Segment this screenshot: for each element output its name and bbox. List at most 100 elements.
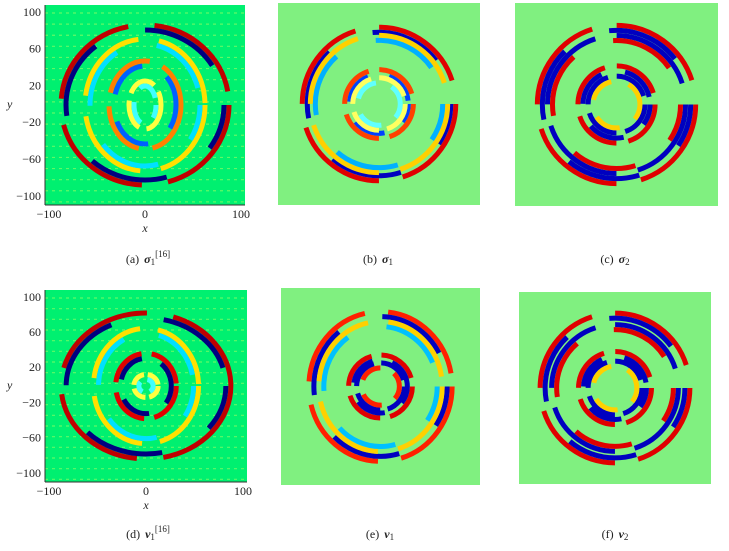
panel-image bbox=[45, 290, 247, 482]
caption-subscript: 1 bbox=[388, 257, 393, 267]
wave-ring bbox=[118, 355, 174, 417]
y-tick-label: −100 bbox=[16, 466, 41, 480]
wave-ring bbox=[304, 29, 454, 179]
wave-ring bbox=[63, 315, 229, 457]
panel-image bbox=[519, 292, 711, 484]
caption-subscript: 2 bbox=[624, 532, 629, 542]
caption-symbol: σ bbox=[382, 252, 389, 266]
caption-symbol: v bbox=[145, 527, 151, 541]
y-axis-label: y bbox=[6, 378, 13, 392]
wave-ring bbox=[549, 37, 684, 172]
y-tick-label: 20 bbox=[29, 360, 41, 374]
caption: (f) v2 bbox=[602, 527, 629, 542]
wave-ring bbox=[354, 360, 407, 413]
caption: (a) σ1[16] bbox=[126, 249, 170, 267]
wave-ring bbox=[111, 63, 179, 147]
panel-background bbox=[45, 290, 247, 482]
wave-ring bbox=[126, 78, 164, 132]
x-tick-label: −100 bbox=[37, 484, 62, 498]
x-tick-label: 100 bbox=[234, 484, 252, 498]
caption-label: (f) bbox=[602, 527, 614, 541]
y-tick-label: 20 bbox=[29, 78, 41, 92]
wave-ring bbox=[346, 352, 415, 421]
caption: (e) v1 bbox=[366, 527, 394, 542]
caption-symbol: σ bbox=[144, 252, 151, 266]
caption-subscript: 1 bbox=[390, 532, 395, 542]
wave-ring bbox=[90, 325, 202, 447]
y-tick-label: −100 bbox=[16, 189, 41, 203]
wave-ring bbox=[576, 349, 654, 427]
wave-ring bbox=[307, 32, 451, 176]
panel-image bbox=[45, 5, 245, 205]
y-tick-label: −60 bbox=[22, 431, 41, 445]
wave-ring bbox=[585, 358, 645, 418]
caption-symbol: σ bbox=[619, 252, 626, 266]
wave-ring bbox=[554, 327, 676, 449]
wave-ring bbox=[580, 68, 653, 141]
panel-image bbox=[278, 3, 480, 205]
x-tick-label: 100 bbox=[232, 207, 250, 221]
wave-ring bbox=[355, 80, 403, 128]
wave-ring bbox=[299, 24, 459, 184]
caption-subscript: 1 bbox=[150, 532, 155, 542]
caption-label: (e) bbox=[366, 527, 379, 541]
wave-ring bbox=[136, 376, 156, 396]
y-tick-label: 100 bbox=[23, 290, 41, 304]
wave-ring bbox=[58, 22, 232, 188]
caption-subscript: 1 bbox=[151, 257, 156, 267]
wave-ring bbox=[542, 315, 688, 461]
wave-ring bbox=[590, 363, 640, 413]
wave-ring bbox=[585, 73, 648, 136]
caption-label: (c) bbox=[600, 252, 613, 266]
x-tick-label: 0 bbox=[142, 207, 148, 221]
caption: (c) σ2 bbox=[600, 252, 629, 267]
y-axis-label: y bbox=[6, 97, 13, 111]
wave-ring bbox=[95, 330, 197, 442]
wave-ring bbox=[63, 27, 227, 183]
wave-ring bbox=[359, 365, 402, 408]
y-tick-label: −60 bbox=[22, 152, 41, 166]
wave-ring bbox=[537, 310, 693, 466]
wave-ring bbox=[581, 354, 649, 422]
wave-ring bbox=[311, 314, 450, 459]
wave-ring bbox=[82, 36, 208, 174]
wave-ring bbox=[131, 83, 159, 127]
wave-ring bbox=[590, 78, 643, 131]
x-tick-label: −100 bbox=[37, 207, 62, 221]
wave-ring bbox=[544, 32, 689, 177]
caption-label: (a) bbox=[126, 252, 139, 266]
x-axis-label: x bbox=[141, 221, 148, 235]
wave-ring bbox=[575, 63, 658, 146]
wave-ring bbox=[306, 309, 455, 464]
caption: (d) v1[16] bbox=[126, 524, 170, 542]
panel-background bbox=[45, 5, 245, 205]
wave-ring bbox=[106, 58, 184, 152]
panel-image bbox=[515, 3, 718, 206]
caption-symbol: v bbox=[619, 527, 625, 541]
wave-ring bbox=[347, 72, 411, 136]
y-tick-label: −20 bbox=[22, 115, 41, 129]
wave-ring bbox=[131, 371, 161, 401]
wave-ring bbox=[312, 37, 446, 171]
wave-ring bbox=[316, 318, 445, 455]
caption-label: (b) bbox=[363, 252, 377, 266]
wave-ring bbox=[342, 67, 416, 141]
caption-symbol: v bbox=[384, 527, 390, 541]
y-tick-label: −20 bbox=[22, 395, 41, 409]
y-tick-label: 60 bbox=[29, 42, 41, 56]
panel-image bbox=[281, 288, 480, 485]
wave-ring bbox=[87, 41, 203, 169]
wave-ring bbox=[534, 22, 699, 187]
wave-ring bbox=[549, 322, 681, 454]
caption: (b) σ1 bbox=[363, 252, 393, 267]
caption-label: (d) bbox=[126, 527, 140, 541]
y-tick-label: 100 bbox=[23, 5, 41, 19]
wave-ring bbox=[58, 310, 234, 462]
x-tick-label: 0 bbox=[143, 484, 149, 498]
caption-citation: [16] bbox=[155, 249, 170, 259]
x-axis-label: x bbox=[142, 498, 149, 512]
caption-citation: [16] bbox=[155, 524, 170, 534]
panel-background bbox=[519, 292, 711, 484]
wave-ring bbox=[321, 323, 440, 450]
